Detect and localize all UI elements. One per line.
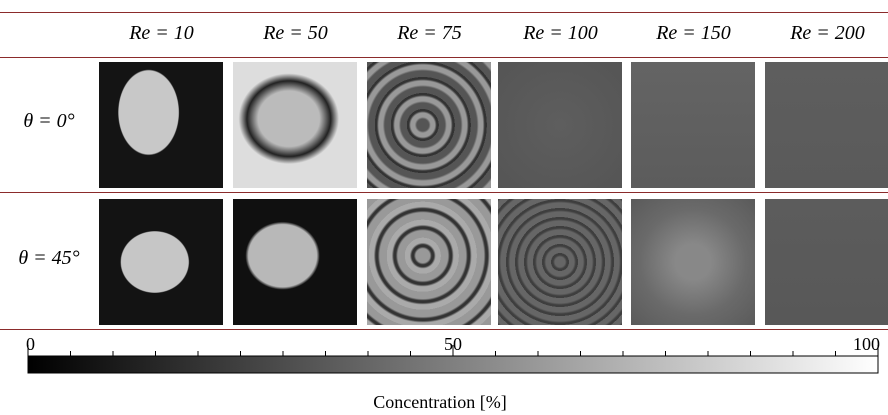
row-label: θ = 45° bbox=[0, 247, 98, 270]
image bbox=[765, 62, 888, 188]
tick-label: 0 bbox=[26, 334, 35, 354]
image bbox=[765, 199, 888, 325]
column-header: Re = 150 bbox=[627, 22, 760, 45]
image bbox=[631, 62, 755, 188]
image bbox=[498, 62, 622, 188]
tick-label: 100 bbox=[853, 334, 880, 354]
column-header: Re = 10 bbox=[95, 22, 228, 45]
image bbox=[99, 62, 223, 188]
column-header: Re = 200 bbox=[761, 22, 888, 45]
image bbox=[631, 199, 755, 325]
column-header: Re = 100 bbox=[494, 22, 627, 45]
image bbox=[233, 62, 357, 188]
image bbox=[498, 199, 622, 325]
image bbox=[367, 62, 491, 188]
image bbox=[99, 199, 223, 325]
tick-label: 50 bbox=[444, 334, 462, 354]
image bbox=[367, 199, 491, 325]
image bbox=[233, 199, 357, 325]
colorbar-gradient bbox=[28, 356, 878, 373]
column-header: Re = 50 bbox=[229, 22, 362, 45]
colorbar-label: Concentration [%] bbox=[373, 392, 506, 412]
column-header: Re = 75 bbox=[363, 22, 496, 45]
row-label: θ = 0° bbox=[0, 110, 98, 133]
figure: Concentration [%] 050100 Re = 10Re = 50R… bbox=[0, 0, 888, 415]
